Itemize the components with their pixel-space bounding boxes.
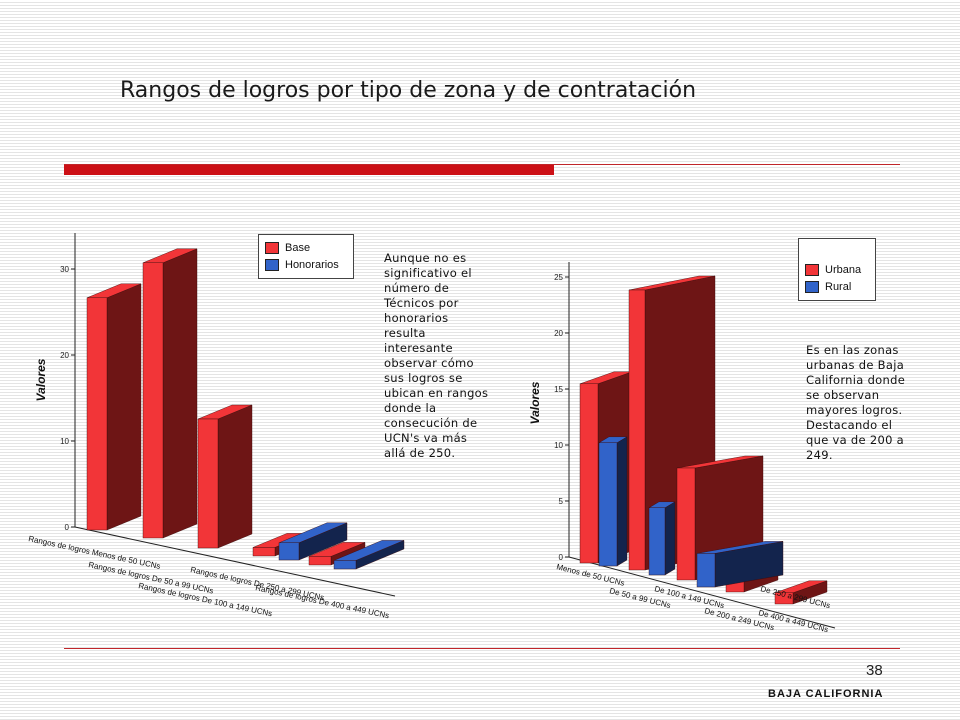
bar-base-1 [142,248,198,539]
legend-swatch-urbana [805,263,819,276]
legend-swatch-base [265,241,279,254]
y-tick-label: 5 [559,497,564,506]
legend-chart1: Base Honorarios [258,234,354,279]
y-tick-label: 30 [60,265,69,274]
x-axis [74,526,396,597]
footer-rule [64,648,900,649]
legend-label-rural: Rural [825,280,852,293]
legend-item-honorarios: Honorarios [265,258,347,271]
y-axis-label: Valores [528,381,542,424]
bar-rural-2 [696,541,784,588]
legend-chart2: Urbana Rural [798,238,876,301]
legend-swatch-rural [805,280,819,293]
bar-rural-0 [598,436,628,567]
legend-item-rural: Rural [805,280,869,293]
y-tick-label: 15 [554,385,563,394]
y-tick-label: 20 [60,351,69,360]
bar-honorarios-4 [333,540,405,570]
legend-item-base: Base [265,241,347,254]
note-left: Aunque no es significativo el número de … [384,251,489,460]
bar-urbana-4 [774,580,828,605]
x-axis [568,556,836,629]
legend-label-base: Base [285,241,311,254]
bar-base-0 [86,283,142,531]
legend-swatch-honorarios [265,258,279,271]
footer-label: BAJA CALIFORNIA [768,688,884,700]
y-tick-label: 25 [554,273,563,282]
y-tick-label: 0 [65,523,70,532]
bar-rural-1 [648,501,676,576]
y-axis-label: Valores [34,358,48,401]
title-accent-bar [64,165,554,175]
legend-label-urbana: Urbana [825,263,862,276]
legend-item-urbana: Urbana [805,263,869,276]
y-tick-label: 10 [554,441,563,450]
page-title: Rangos de logros por tipo de zona y de c… [120,78,697,103]
note-right: Es en las zonas urbanas de Baja Californ… [806,343,906,462]
legend-label-honorarios: Honorarios [285,258,339,271]
bar-honorarios-3 [278,522,348,561]
y-tick-label: 10 [60,437,69,446]
page-number: 38 [866,662,883,679]
y-tick-label: 0 [559,553,564,562]
title-rule [64,164,900,165]
bar-base-2 [197,404,253,549]
y-tick-label: 20 [554,329,563,338]
